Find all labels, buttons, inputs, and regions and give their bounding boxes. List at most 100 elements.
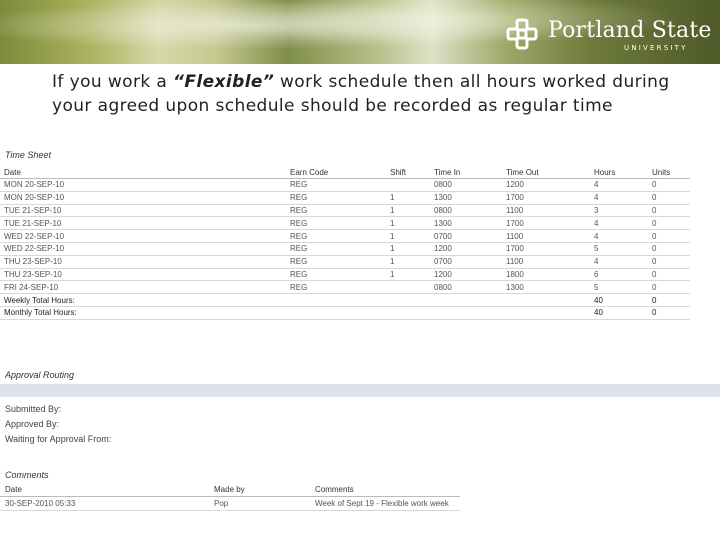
comment-text: Week of Sept 19 - Flexible work week (315, 499, 449, 508)
timesheet-cell: MON 20-SEP-10 (0, 191, 286, 205)
comments-col-made-by: Made by (214, 485, 245, 494)
headline-emphasis: “Flexible” (173, 72, 275, 92)
timesheet-cell: 1100 (502, 255, 590, 269)
header-banner: Portland State UNIVERSITY (0, 0, 720, 64)
col-time-out: Time Out (502, 166, 590, 179)
approved-by-label: Approved By: (5, 419, 60, 429)
weekly-total-units: 0 (648, 293, 690, 307)
timesheet-cell: 1 (386, 204, 430, 218)
timesheet-cell: WED 22-SEP-10 (0, 242, 286, 256)
headline-prefix: If you work a (52, 72, 174, 92)
timesheet-cell: 0 (648, 280, 690, 295)
timesheet-cell: 1700 (502, 242, 590, 256)
timesheet-cell: TUE 21-SEP-10 (0, 204, 286, 218)
timesheet-cell: 1200 (430, 242, 502, 256)
timesheet-cell: FRI 24-SEP-10 (0, 280, 286, 295)
comments-col-date: Date (5, 485, 22, 494)
university-logo: Portland State UNIVERSITY (506, 8, 711, 54)
timesheet-cell: REG (286, 255, 386, 269)
timesheet-cell: 0 (648, 216, 690, 231)
timesheet-cell (386, 178, 430, 192)
monthly-total-label: Monthly Total Hours: (0, 306, 286, 320)
timesheet-cell: 1700 (502, 216, 590, 231)
timesheet-cell: 4 (590, 229, 648, 243)
timesheet-cell: MON 20-SEP-10 (0, 178, 286, 192)
comments-header-row: Date Made by Comments (0, 484, 460, 497)
approval-routing-title: Approval Routing (5, 370, 75, 380)
timesheet-cell: 4 (590, 216, 648, 231)
timesheet-cell: 0800 (430, 280, 502, 295)
timesheet-cell: 0800 (430, 178, 502, 192)
banner-photo (0, 0, 720, 64)
timesheet-cell: 0 (648, 178, 690, 192)
timesheet-cell: 4 (590, 191, 648, 205)
timesheet-cell: THU 23-SEP-10 (0, 255, 286, 269)
timesheet-cell: 1 (386, 229, 430, 243)
timesheet-cell: REG (286, 242, 386, 256)
col-time-in: Time In (430, 166, 502, 179)
timesheet-cell: REG (286, 191, 386, 205)
timesheet-cell: 5 (590, 242, 648, 256)
headline-suffix: work schedule then all hours worked duri… (52, 72, 670, 116)
timesheet-cell: 0 (648, 268, 690, 282)
timesheet-cell: 4 (590, 255, 648, 269)
timesheet-cell: REG (286, 280, 386, 295)
timesheet-cell: 1300 (502, 280, 590, 295)
monthly-total-units: 0 (648, 306, 690, 320)
logo-subtitle: UNIVERSITY (624, 44, 688, 52)
timesheet-cell: 1 (386, 191, 430, 205)
col-units: Units (648, 166, 690, 179)
timesheet-row: FRI 24-SEP-10 REG 0800 1300 5 0 (0, 280, 690, 295)
timesheet-cell: 0 (648, 242, 690, 256)
timesheet-cell: 1100 (502, 229, 590, 243)
timesheet-cell: REG (286, 229, 386, 243)
timesheet-cell: REG (286, 204, 386, 218)
weekly-total-label: Weekly Total Hours: (0, 293, 286, 307)
timesheet-row: MON 20-SEP-10 REG 0800 1200 4 0 (0, 178, 690, 192)
timesheet-cell: TUE 21-SEP-10 (0, 216, 286, 231)
monthly-total-hours: 40 (590, 306, 648, 320)
timesheet-cell: 1 (386, 255, 430, 269)
timesheet-cell: 1300 (430, 216, 502, 231)
col-earn-code: Earn Code (286, 166, 386, 179)
timesheet-cell: REG (286, 268, 386, 282)
timesheet-cell: 1200 (430, 268, 502, 282)
timesheet-cell: 0 (648, 191, 690, 205)
timesheet-cell: 1300 (430, 191, 502, 205)
timesheet-cell: REG (286, 216, 386, 231)
monthly-total-row: Monthly Total Hours: 40 0 (0, 306, 690, 320)
timesheet-cell: 0700 (430, 229, 502, 243)
comments-col-comments: Comments (315, 485, 354, 494)
timesheet-row: MON 20-SEP-10 REG 1 1300 1700 4 0 (0, 191, 690, 205)
comments-title: Comments (5, 470, 49, 480)
timesheet-cell: 3 (590, 204, 648, 218)
submitted-by-label: Submitted By: (5, 404, 62, 414)
col-date: Date (0, 166, 286, 179)
timesheet-row: THU 23-SEP-10 REG 1 0700 1100 4 0 (0, 255, 690, 269)
col-hours: Hours (590, 166, 648, 179)
timesheet-cell: 1100 (502, 204, 590, 218)
timesheet-cell: 4 (590, 178, 648, 192)
timesheet-cell: WED 22-SEP-10 (0, 229, 286, 243)
timesheet-cell: 0700 (430, 255, 502, 269)
comment-row: 30-SEP-2010 05:33 Pop Week of Sept 19 - … (0, 498, 460, 511)
timesheet-cell: 1 (386, 268, 430, 282)
timesheet-row: TUE 21-SEP-10 REG 1 0800 1100 3 0 (0, 204, 690, 218)
approval-routing-bar (0, 384, 720, 397)
timesheet-header-row: Date Earn Code Shift Time In Time Out Ho… (0, 166, 690, 179)
logo-name: Portland State (548, 18, 712, 43)
col-shift: Shift (386, 166, 430, 179)
timesheet-row: TUE 21-SEP-10 REG 1 1300 1700 4 0 (0, 216, 690, 231)
timesheet-row: WED 22-SEP-10 REG 1 1200 1700 5 0 (0, 242, 690, 256)
timesheet-cell: 1700 (502, 191, 590, 205)
timesheet-cell: THU 23-SEP-10 (0, 268, 286, 282)
psu-logo-icon (506, 18, 538, 50)
timesheet-cell: 0 (648, 204, 690, 218)
timesheet-cell: 1200 (502, 178, 590, 192)
timesheet-row: THU 23-SEP-10 REG 1 1200 1800 6 0 (0, 268, 690, 282)
timesheet-cell: 5 (590, 280, 648, 295)
timesheet-cell: 1 (386, 216, 430, 231)
timesheet-table: Date Earn Code Shift Time In Time Out Ho… (0, 166, 690, 320)
comment-date: 30-SEP-2010 05:33 (5, 499, 76, 508)
timesheet-cell: 0800 (430, 204, 502, 218)
